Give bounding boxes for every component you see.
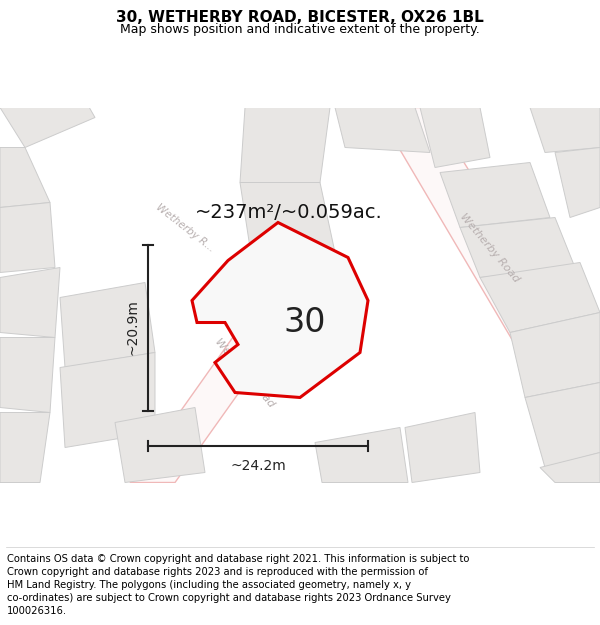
Text: ~237m²/~0.059ac.: ~237m²/~0.059ac. bbox=[195, 203, 383, 222]
Text: Wetherby R...: Wetherby R... bbox=[154, 202, 216, 253]
Polygon shape bbox=[240, 107, 330, 182]
Polygon shape bbox=[60, 352, 155, 447]
Polygon shape bbox=[315, 428, 408, 483]
Text: Map shows position and indicative extent of the property.: Map shows position and indicative extent… bbox=[120, 23, 480, 36]
Text: ~20.9m: ~20.9m bbox=[125, 299, 139, 356]
Polygon shape bbox=[240, 182, 335, 253]
Text: ~24.2m: ~24.2m bbox=[230, 459, 286, 474]
Polygon shape bbox=[405, 412, 480, 482]
Polygon shape bbox=[0, 82, 95, 148]
Text: Contains OS data © Crown copyright and database right 2021. This information is : Contains OS data © Crown copyright and d… bbox=[7, 554, 470, 616]
Text: 30, WETHERBY ROAD, BICESTER, OX26 1BL: 30, WETHERBY ROAD, BICESTER, OX26 1BL bbox=[116, 10, 484, 25]
Text: 30: 30 bbox=[284, 306, 326, 339]
Polygon shape bbox=[420, 107, 490, 168]
Polygon shape bbox=[0, 268, 60, 338]
Polygon shape bbox=[440, 162, 550, 228]
Polygon shape bbox=[375, 107, 600, 401]
Polygon shape bbox=[0, 412, 50, 482]
Polygon shape bbox=[555, 148, 600, 218]
Polygon shape bbox=[510, 312, 600, 398]
Polygon shape bbox=[115, 408, 205, 482]
Polygon shape bbox=[540, 452, 600, 482]
Polygon shape bbox=[130, 242, 335, 482]
Polygon shape bbox=[335, 107, 430, 152]
Polygon shape bbox=[525, 382, 600, 468]
Polygon shape bbox=[60, 282, 155, 368]
Text: Wetherby Road: Wetherby Road bbox=[214, 336, 277, 409]
Text: Wetherby Road: Wetherby Road bbox=[458, 211, 521, 284]
Polygon shape bbox=[192, 222, 368, 398]
Polygon shape bbox=[0, 148, 50, 208]
Polygon shape bbox=[460, 217, 575, 278]
Polygon shape bbox=[480, 262, 600, 332]
Polygon shape bbox=[0, 338, 55, 412]
Polygon shape bbox=[530, 107, 600, 152]
Polygon shape bbox=[0, 202, 55, 272]
